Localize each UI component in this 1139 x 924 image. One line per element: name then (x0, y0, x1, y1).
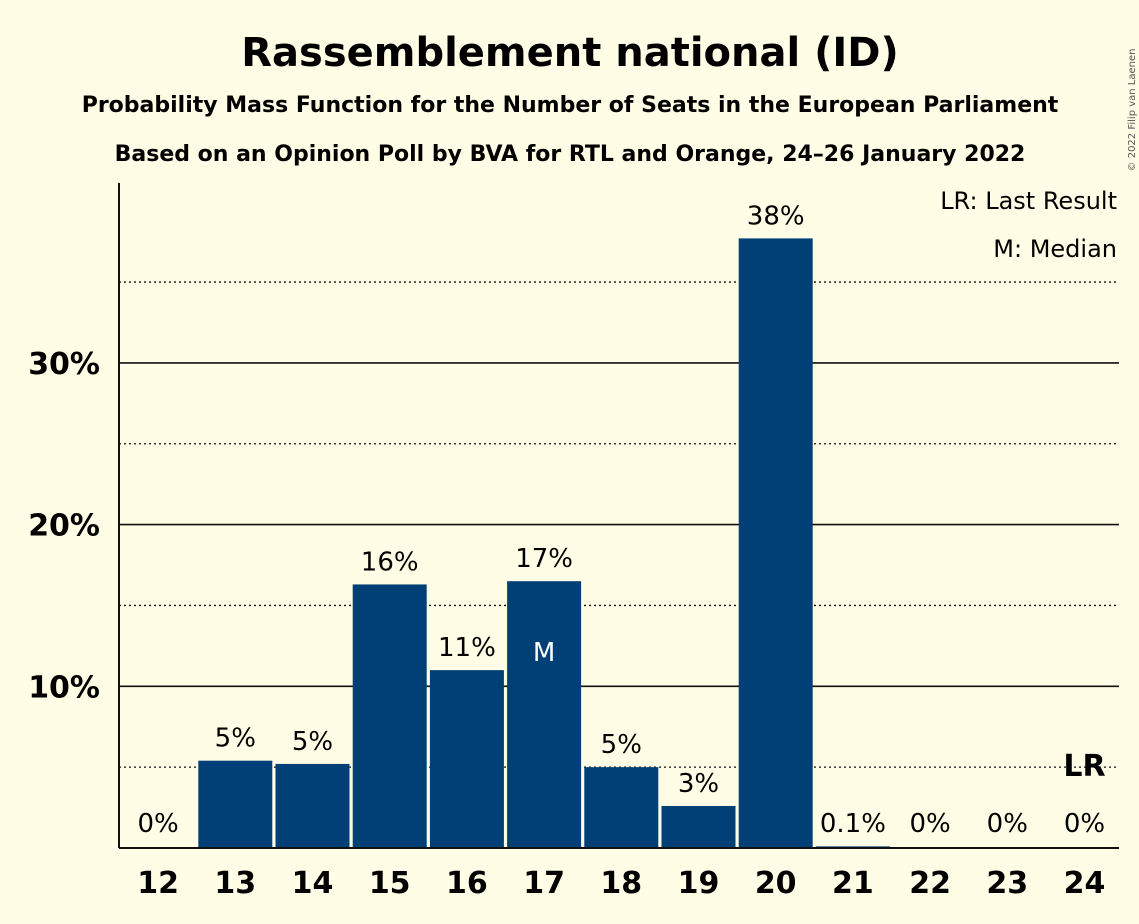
chart-subtitle: Probability Mass Function for the Number… (82, 93, 1059, 118)
x-tick-label: 14 (292, 866, 334, 901)
value-label: 16% (361, 547, 419, 577)
copyright: © 2022 Filip van Laenen (1127, 49, 1138, 172)
x-tick-label: 24 (1064, 866, 1106, 901)
legend-last-result: LR: Last Result (940, 187, 1117, 215)
bars (198, 238, 890, 849)
labels: 10% 20% 30% 0% 12 5% 13 5% 14 16% 15 11% 16 17% 17 M 5% 1… (28, 201, 1105, 901)
value-label: 17% (515, 544, 573, 574)
median-marker: M (533, 638, 555, 668)
x-tick-label: 20 (755, 866, 797, 901)
bar (352, 584, 427, 848)
x-tick-label: 17 (523, 866, 565, 901)
y-tick-label: 10% (28, 670, 100, 705)
y-tick-label: 30% (28, 347, 100, 382)
chart-title: Rassemblement national (ID) (241, 30, 899, 76)
y-tick-label: 20% (28, 509, 100, 544)
value-label: 5% (215, 724, 256, 754)
x-tick-label: 13 (214, 866, 256, 901)
x-tick-label: 23 (986, 866, 1028, 901)
value-label: 0% (137, 809, 178, 839)
value-label: 5% (292, 727, 333, 757)
last-result-marker: LR (1063, 749, 1105, 784)
value-label: 0% (909, 809, 950, 839)
value-label: 0% (1064, 809, 1105, 839)
x-tick-label: 15 (369, 866, 411, 901)
x-tick-label: 16 (446, 866, 488, 901)
value-label: 38% (747, 201, 805, 231)
x-tick-label: 19 (678, 866, 720, 901)
x-tick-label: 22 (909, 866, 951, 901)
value-label: 0% (987, 809, 1028, 839)
value-label: 3% (678, 769, 719, 799)
bar (198, 760, 273, 848)
value-label: 11% (438, 633, 496, 663)
value-label: 0.1% (820, 809, 886, 839)
grid (119, 281, 1119, 768)
bar (429, 670, 504, 848)
bar (507, 581, 582, 848)
bar (584, 767, 659, 848)
bar (275, 763, 350, 848)
bar (661, 805, 736, 848)
x-tick-label: 18 (600, 866, 642, 901)
value-label: 5% (601, 730, 642, 760)
x-tick-label: 21 (832, 866, 874, 901)
x-tick-label: 12 (137, 866, 179, 901)
legend-median: M: Median (993, 235, 1117, 263)
chart-source: Based on an Opinion Poll by BVA for RTL … (115, 142, 1026, 167)
bar (738, 238, 813, 849)
